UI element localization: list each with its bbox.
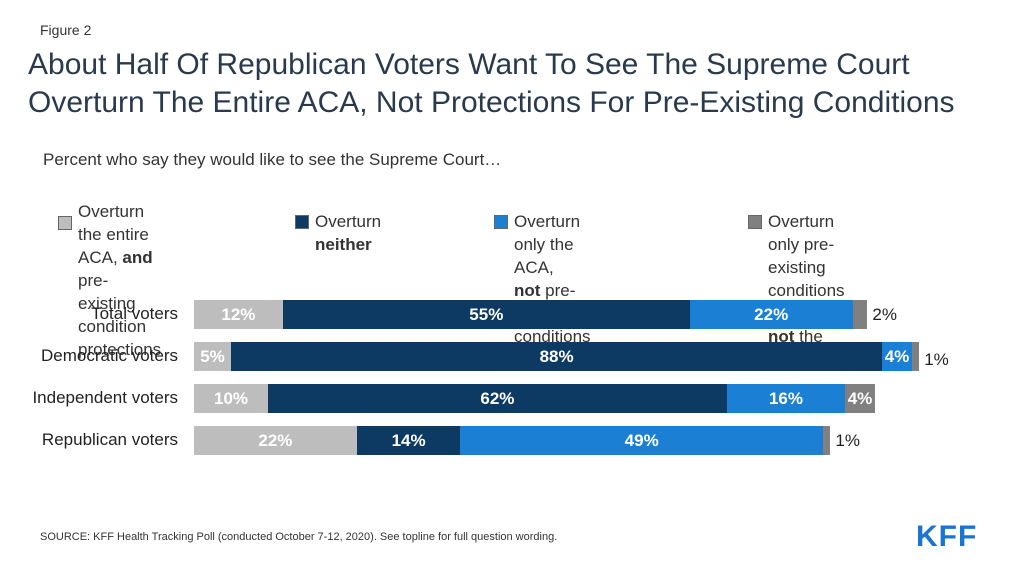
bar-segment-neither: 62%	[268, 384, 727, 413]
source-note: SOURCE: KFF Health Tracking Poll (conduc…	[40, 531, 558, 543]
bar-segment-only-aca: 4%	[882, 342, 912, 371]
bar-segment-only-pre	[911, 342, 920, 371]
category-label: Democratic voters	[41, 346, 178, 365]
data-label: 2%	[872, 305, 897, 324]
bar-segment-overturn-both: 10%	[194, 384, 268, 413]
legend-swatch	[494, 215, 508, 229]
figure-label: Figure 2	[40, 22, 92, 38]
bar-segment-neither: 55%	[282, 300, 690, 329]
category-label: Republican voters	[41, 430, 178, 449]
legend-label: Overturn the entire ACA, and pre-existin…	[78, 202, 162, 359]
bar-segment-only-pre: 4%	[845, 384, 875, 413]
chart-title-line-1: About Half Of Republican Voters Want To …	[28, 48, 910, 81]
data-label: 22%	[258, 430, 293, 450]
data-label: 88%	[539, 346, 574, 366]
bar-segment-only-aca: 22%	[689, 300, 853, 329]
legend-swatch	[58, 216, 72, 230]
data-label: 5%	[200, 346, 225, 366]
chart-title: About Half Of Republican Voters Want To …	[28, 46, 955, 122]
bar-segment-overturn-both: 22%	[194, 426, 357, 455]
bar-segment-overturn-both: 12%	[194, 300, 283, 329]
data-label: 16%	[768, 388, 803, 408]
legend-swatch	[295, 215, 309, 229]
bar-segment-only-aca: 16%	[726, 384, 846, 413]
data-label: 49%	[624, 430, 659, 450]
kff-logo: KFF	[916, 520, 978, 553]
data-label: 62%	[480, 388, 515, 408]
bar-segment-only-aca: 49%	[460, 426, 823, 455]
category-label: Total voters	[91, 304, 178, 323]
data-label: 12%	[221, 304, 256, 324]
category-label: Independent voters	[32, 388, 178, 407]
bar-segment-only-pre	[852, 300, 868, 329]
bar-segment-overturn-both: 5%	[194, 342, 231, 371]
legend-swatch	[748, 215, 762, 229]
data-label: 1%	[835, 431, 860, 450]
data-label: 4%	[884, 346, 910, 366]
data-label: 1%	[924, 350, 949, 369]
bar-segment-neither: 88%	[231, 342, 883, 371]
data-label: 14%	[391, 430, 426, 450]
chart-title-line-2: Overturn The Entire ACA, Not Protections…	[28, 86, 955, 119]
bar-segment-only-pre	[823, 426, 831, 455]
bar-segment-neither: 14%	[356, 426, 461, 455]
data-label: 55%	[469, 304, 504, 324]
legend-label: Overturn neither	[315, 212, 382, 254]
data-label: 22%	[754, 304, 789, 324]
chart-subtitle: Percent who say they would like to see t…	[43, 150, 502, 169]
data-label: 4%	[847, 388, 873, 408]
data-label: 10%	[213, 388, 249, 408]
